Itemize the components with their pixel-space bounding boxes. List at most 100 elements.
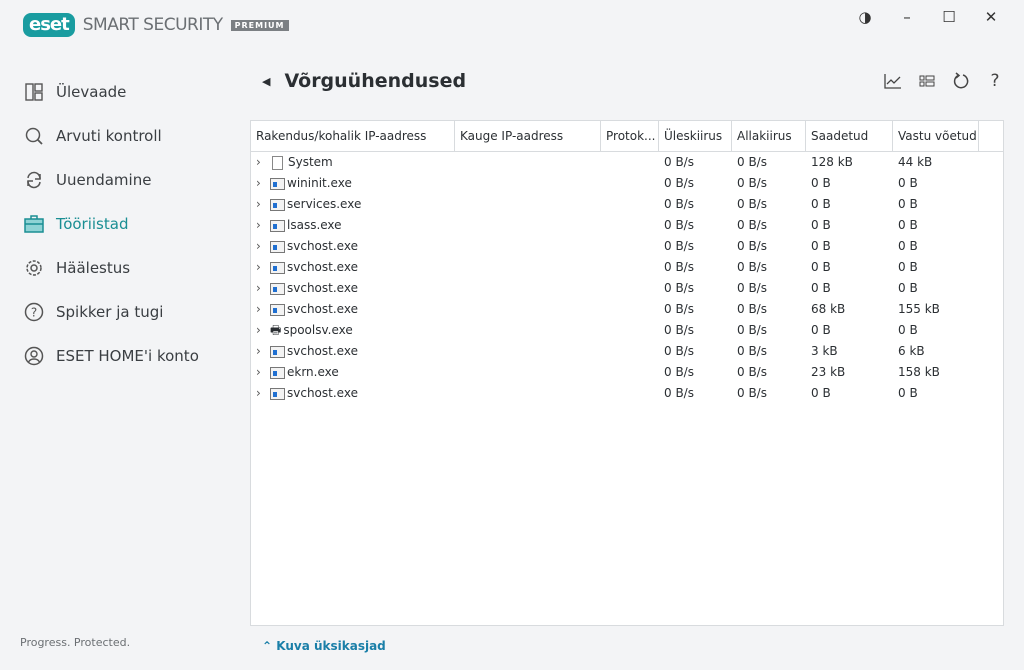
table-cell: 0 B (898, 323, 918, 337)
expand-chevron-icon[interactable]: › (256, 365, 261, 379)
table-cell: 0 B/s (664, 386, 694, 400)
table-cell: 0 B/s (664, 176, 694, 190)
table-cell (601, 257, 659, 278)
table-row[interactable]: › wininit.exe 0 B/s 0 B/s 0 B 0 B (251, 173, 1003, 194)
contrast-icon[interactable]: ◑ (858, 8, 872, 26)
column-header[interactable]: Kauge IP-aadress (455, 121, 601, 151)
table-cell (455, 257, 601, 278)
process-icon (270, 177, 285, 190)
expand-chevron-icon[interactable]: › (256, 155, 261, 169)
table-row[interactable]: › 🖶 spoolsv.exe 0 B/s 0 B/s 0 B 0 B (251, 320, 1003, 341)
edition-badge: PREMIUM (230, 19, 289, 31)
sidebar-item-2[interactable]: Uuendamine (24, 158, 199, 202)
sidebar-item-4[interactable]: Häälestus (24, 246, 199, 290)
sidebar-item-3[interactable]: Tööriistad (24, 202, 199, 246)
process-name: spoolsv.exe (283, 323, 353, 337)
sidebar-item-5[interactable]: ? Spikker ja tugi (24, 290, 199, 334)
account-icon (24, 346, 44, 366)
column-header[interactable]: Üleskiirus (659, 121, 732, 151)
chart-icon[interactable] (882, 70, 904, 92)
expand-chevron-icon[interactable]: › (256, 239, 261, 253)
table-row[interactable]: › ekrn.exe 0 B/s 0 B/s 23 kB 158 kB (251, 362, 1003, 383)
expand-chevron-icon[interactable]: › (256, 302, 261, 316)
show-details-link[interactable]: ⌃ Kuva üksikasjad (262, 639, 386, 653)
help-icon: ? (24, 302, 44, 322)
dashboard-icon (24, 82, 44, 102)
table-cell: › svchost.exe (251, 383, 455, 404)
expand-chevron-icon[interactable]: › (256, 260, 261, 274)
table-cell: 0 B (898, 281, 918, 295)
column-header[interactable]: Allakiirus (732, 121, 806, 151)
table-cell: 0 B (811, 218, 831, 232)
svg-text:?: ? (31, 306, 37, 320)
expand-chevron-icon[interactable]: › (256, 176, 261, 190)
table-cell: 0 B/s (737, 323, 767, 337)
table-cell: › svchost.exe (251, 341, 455, 362)
expand-chevron-icon[interactable]: › (256, 323, 261, 337)
table-row[interactable]: › svchost.exe 0 B/s 0 B/s 0 B 0 B (251, 257, 1003, 278)
printer-icon: 🖶 (270, 323, 282, 337)
table-row[interactable]: › svchost.exe 0 B/s 0 B/s 3 kB 6 kB (251, 341, 1003, 362)
table-cell: 0 B/s (737, 197, 767, 211)
table-cell: 0 B/s (737, 218, 767, 232)
table-cell (455, 173, 601, 194)
sidebar-item-6[interactable]: ESET HOME'i konto (24, 334, 199, 378)
back-button[interactable]: ◀ (262, 74, 271, 88)
table-row[interactable]: › System 0 B/s 0 B/s 128 kB 44 kB (251, 152, 1003, 173)
table-cell: 0 B/s (664, 281, 694, 295)
expand-chevron-icon[interactable]: › (256, 218, 261, 232)
sidebar-item-label: Uuendamine (56, 171, 152, 189)
table-cell: 0 B (898, 218, 918, 232)
expand-chevron-icon[interactable]: › (256, 344, 261, 358)
tagline: Progress. Protected. (20, 636, 131, 649)
close-button[interactable]: ✕ (984, 8, 998, 26)
sidebar-item-label: ESET HOME'i konto (56, 347, 199, 365)
table-cell (455, 194, 601, 215)
table-cell: 44 kB (898, 155, 933, 169)
expand-chevron-icon[interactable]: › (256, 386, 261, 400)
table-cell: › svchost.exe (251, 257, 455, 278)
column-header[interactable]: Saadetud (806, 121, 893, 151)
page-title: Võrguühendused (284, 70, 467, 92)
help-icon[interactable]: ? (990, 71, 1000, 91)
column-header[interactable]: Vastu võetud (893, 121, 979, 151)
table-cell: 6 kB (898, 344, 925, 358)
sidebar-item-label: Spikker ja tugi (56, 303, 164, 321)
column-header[interactable]: Rakendus/kohalik IP-aadress (251, 121, 455, 151)
table-cell: › ekrn.exe (251, 362, 455, 383)
expand-chevron-icon[interactable]: › (256, 197, 261, 211)
minimize-button[interactable]: – (903, 8, 911, 26)
gear-icon (24, 258, 44, 278)
product-name: SMART SECURITY (82, 15, 223, 35)
process-name: svchost.exe (287, 239, 358, 253)
maximize-button[interactable]: ☐ (942, 8, 956, 26)
table-cell: 0 B/s (737, 155, 767, 169)
table-cell (455, 278, 601, 299)
table-cell: 0 B/s (737, 365, 767, 379)
table-row[interactable]: › services.exe 0 B/s 0 B/s 0 B 0 B (251, 194, 1003, 215)
list-view-icon[interactable] (916, 70, 938, 92)
process-name: svchost.exe (287, 281, 358, 295)
expand-chevron-icon[interactable]: › (256, 281, 261, 295)
table-cell (455, 383, 601, 404)
refresh-icon (24, 170, 44, 190)
table-cell: 128 kB (811, 155, 853, 169)
table-row[interactable]: › svchost.exe 0 B/s 0 B/s 68 kB 155 kB (251, 299, 1003, 320)
column-header[interactable]: Protok... (601, 121, 659, 151)
sidebar-item-0[interactable]: Ülevaade (24, 70, 199, 114)
table-row[interactable]: › svchost.exe 0 B/s 0 B/s 0 B 0 B (251, 236, 1003, 257)
refresh-icon[interactable] (950, 70, 972, 92)
table-cell (601, 341, 659, 362)
table-cell: 0 B/s (664, 302, 694, 316)
process-name: ekrn.exe (287, 365, 339, 379)
logo-mark: eset (23, 13, 75, 37)
table-row[interactable]: › svchost.exe 0 B/s 0 B/s 0 B 0 B (251, 383, 1003, 404)
sidebar: Ülevaade Arvuti kontroll Uuendamine Tööriis… (24, 70, 199, 378)
process-name: wininit.exe (287, 176, 352, 190)
table-row[interactable]: › lsass.exe 0 B/s 0 B/s 0 B 0 B (251, 215, 1003, 236)
table-cell: › lsass.exe (251, 215, 455, 236)
table-cell (455, 362, 601, 383)
table-cell (455, 215, 601, 236)
table-row[interactable]: › svchost.exe 0 B/s 0 B/s 0 B 0 B (251, 278, 1003, 299)
sidebar-item-1[interactable]: Arvuti kontroll (24, 114, 199, 158)
